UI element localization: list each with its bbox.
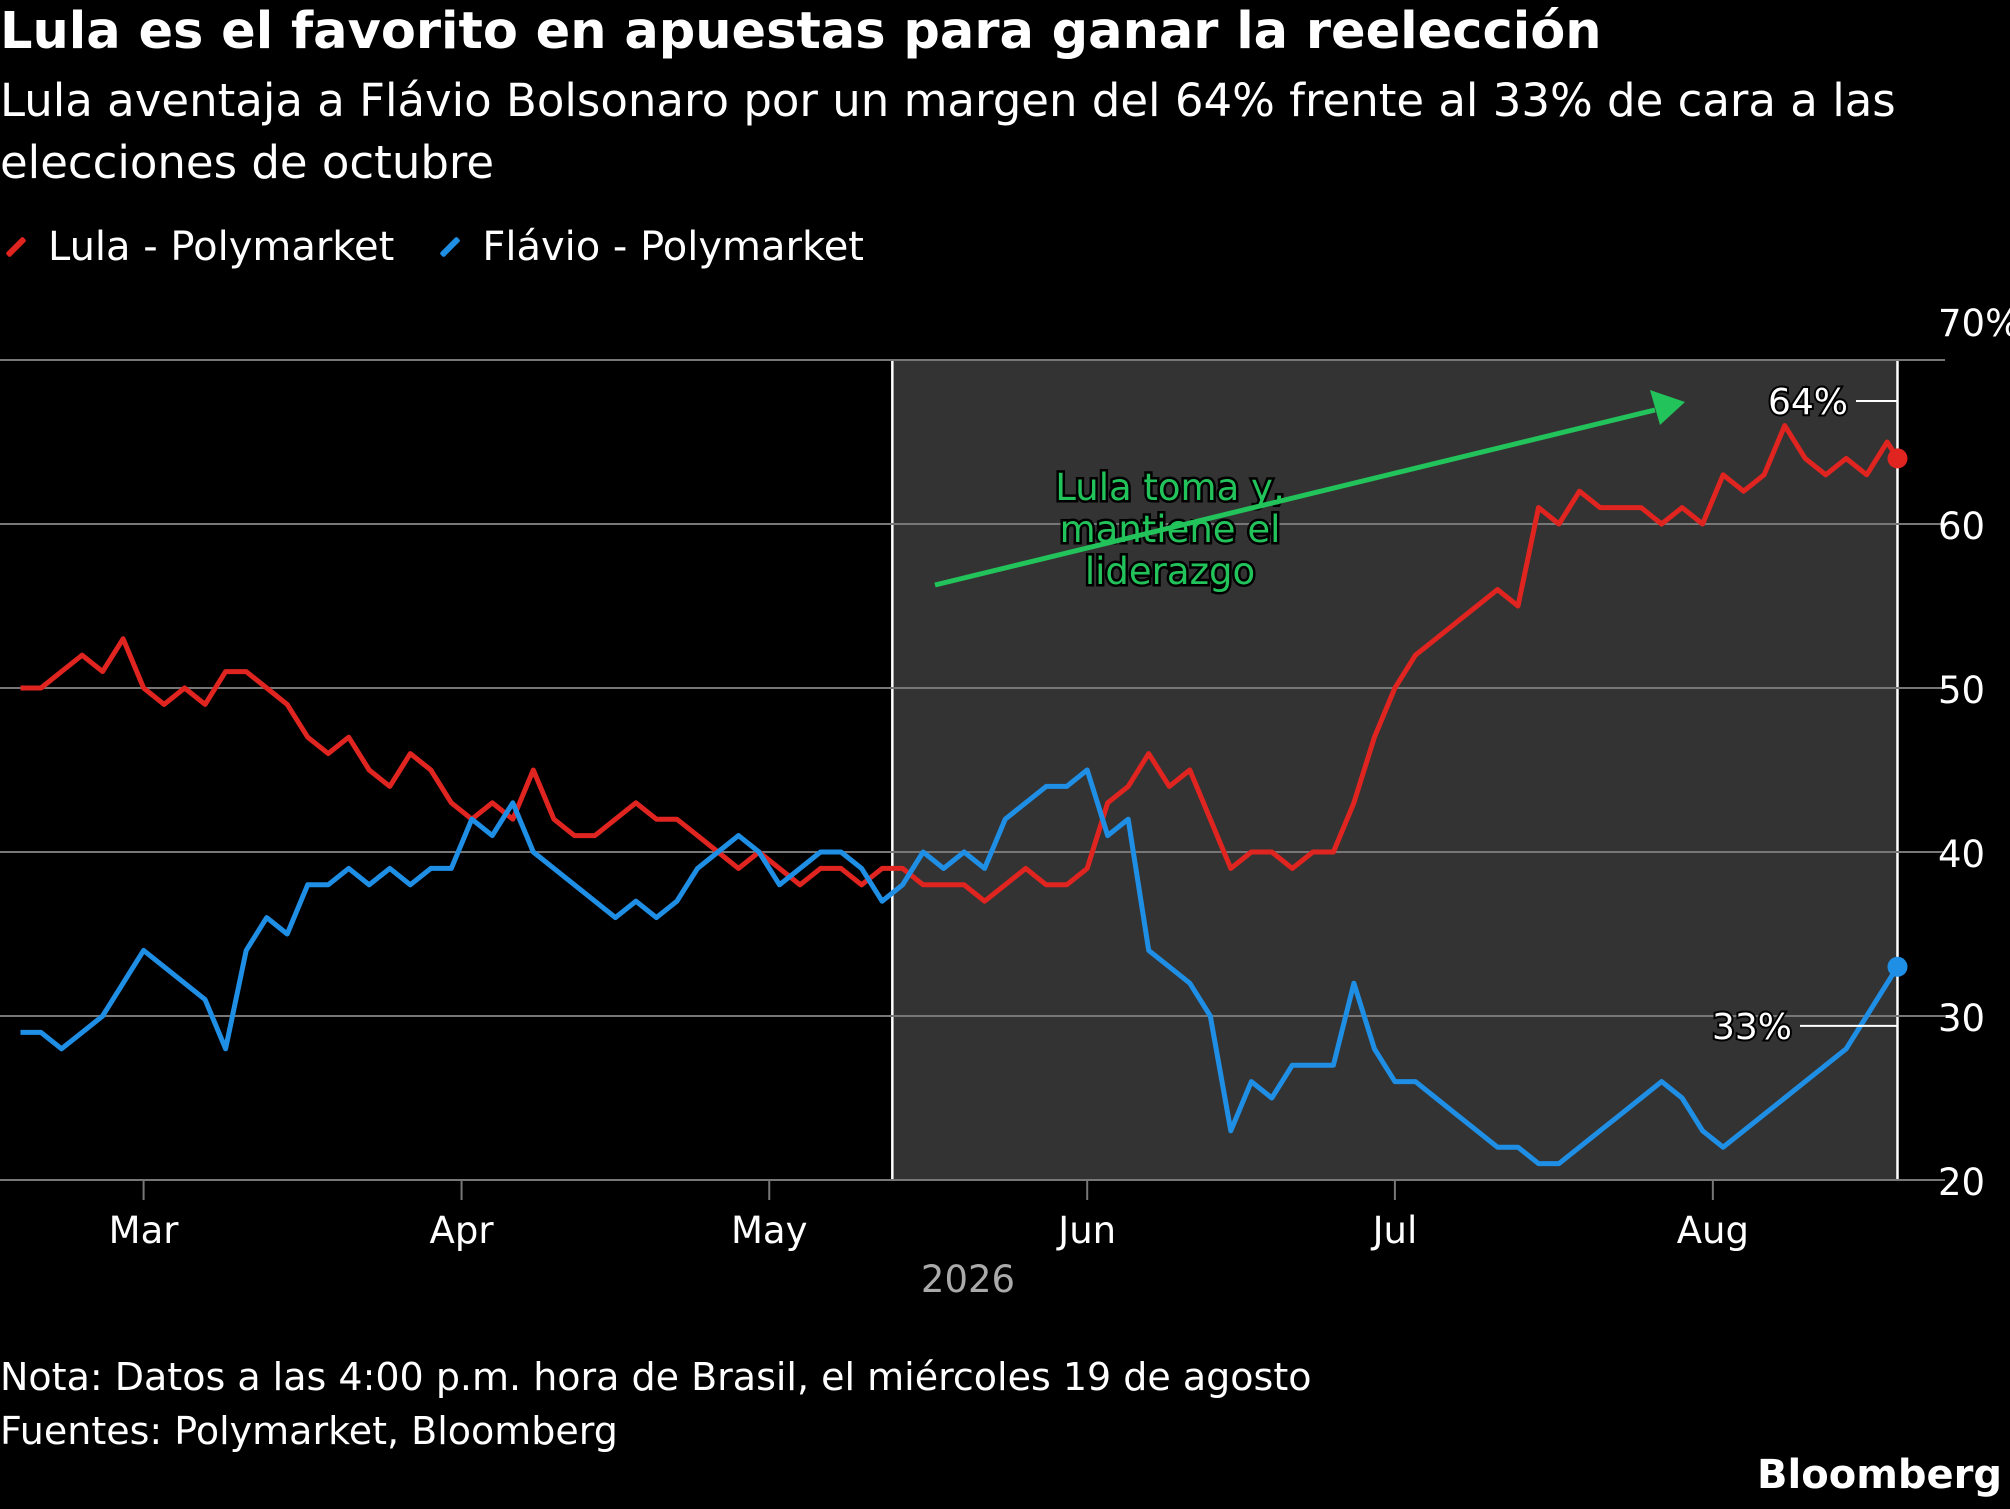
x-tick-label-jul: Jul <box>1371 1209 1418 1252</box>
x-tick-label-may: May <box>731 1209 808 1252</box>
x-tick-label-apr: Apr <box>430 1209 495 1252</box>
legend-item-flavio: Flávio - Polymarket <box>434 224 864 270</box>
series-end-dot-flavio <box>1887 956 1908 977</box>
note-text: Nota: Datos a las 4:00 p.m. hora de Bras… <box>0 1355 1312 1399</box>
legend-item-lula: Lula - Polymarket <box>0 224 394 270</box>
x-axis-year-label: 2026 <box>921 1258 1015 1301</box>
gridlines <box>0 359 1945 1181</box>
x-tick-label-aug: Aug <box>1677 1209 1749 1252</box>
bloomberg-logo: Bloomberg <box>1757 1452 2002 1498</box>
y-tick-label-40: 40 <box>1938 833 1985 876</box>
annotation-arrow-head <box>1650 390 1685 425</box>
footnote: Nota: Datos a las 4:00 p.m. hora de Bras… <box>0 1350 1311 1458</box>
legend-swatch-flavio <box>439 236 461 258</box>
series-line-lula <box>20 423 1900 904</box>
chart-title: Lula es el favorito en apuestas para gan… <box>0 2 1602 61</box>
annotation-line-3: liderazgo <box>1085 550 1255 593</box>
axes: 70% 60 50 40 30 20 Mar Apr May Jun Jul Aug 2026 <box>109 302 2010 1301</box>
x-tick-label-jun: Jun <box>1056 1209 1116 1252</box>
sources-text: Fuentes: Polymarket, Bloomberg <box>0 1409 618 1453</box>
x-tick-label-mar: Mar <box>109 1209 180 1252</box>
annotation-line-1: Lula toma y, <box>1055 466 1284 509</box>
y-tick-label-70: 70% <box>1938 302 2010 345</box>
series-lines: 64% 33% <box>20 380 1908 1167</box>
legend-swatch-lula <box>5 236 27 258</box>
legend-label-flavio: Flávio - Polymarket <box>482 224 864 270</box>
y-tick-label-60: 60 <box>1938 505 1985 548</box>
series-line-flavio <box>20 767 1900 1167</box>
legend-label-lula: Lula - Polymarket <box>48 224 395 270</box>
chart-subtitle: Lula aventaja a Flávio Bolsonaro por un … <box>0 74 1896 189</box>
end-label-flavio: 33% <box>1712 1007 1792 1048</box>
y-tick-label-30: 30 <box>1938 997 1985 1040</box>
shaded-region <box>892 360 1898 1180</box>
y-tick-label-20: 20 <box>1938 1161 1985 1204</box>
end-label-lula: 64% <box>1768 382 1848 423</box>
shaded-region-layer <box>891 360 1899 1180</box>
chart-legend: Lula - Polymarket Flávio - Polymarket <box>0 224 904 270</box>
line-chart: 70% 60 50 40 30 20 Mar Apr May Jun Jul Aug 2026 64% 3… <box>0 302 2010 1301</box>
annotation-arrow-shaft <box>934 407 1656 588</box>
y-tick-label-50: 50 <box>1938 669 1985 712</box>
series-end-dot-lula <box>1887 448 1908 469</box>
annotations: Lula toma y,mantiene elliderazgo <box>934 390 1685 596</box>
